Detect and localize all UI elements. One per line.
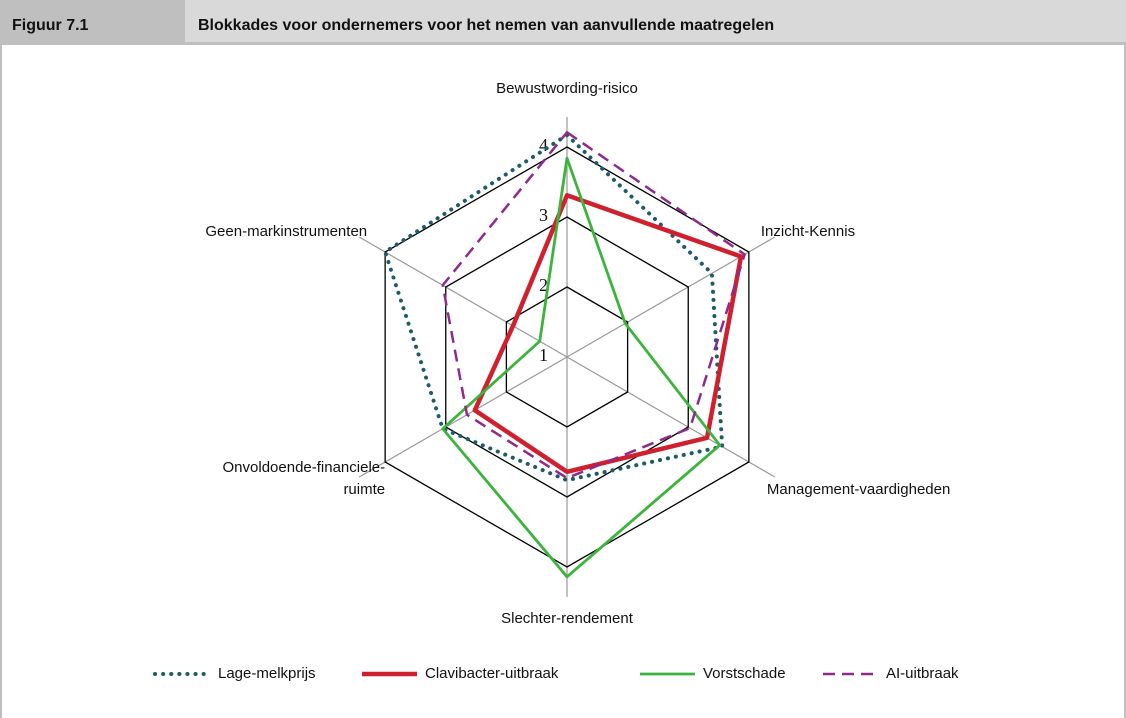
spoke [358,236,568,358]
legend-label: Lage-melkprijs [218,665,316,682]
legend-label: Clavibacter-uitbraak [425,665,559,682]
category-label: Onvoldoende-financiele-ruimte [223,459,386,498]
series-line [441,156,722,579]
category-label-line: ruimte [343,481,385,498]
spoke [566,356,776,478]
r-tick-label: 3 [539,205,548,225]
spoke [358,356,568,478]
header-title-cell [185,0,1126,42]
header-label-cell [0,0,185,42]
category-label: Inzicht-Kennis [761,223,855,240]
r-tick-label: 4 [539,135,548,155]
category-label: Bewustwording-risico [496,80,638,97]
grid-ring [505,286,629,428]
series-line [441,131,746,480]
legend-label: AI-uitbraak [886,665,959,682]
category-label: Management-vaardigheden [767,481,950,498]
series-line [383,133,725,483]
legend-label: Vorstschade [703,665,786,682]
category-label: Slechter-rendement [501,610,634,627]
r-tick-label: 1 [539,345,548,365]
series-line [472,193,744,475]
category-label: Geen-markinstrumenten [205,223,367,240]
header-rule [0,42,1126,45]
r-tick-label: 2 [539,275,548,295]
figure-title: Blokkades voor ondernemers voor het neme… [198,17,774,34]
grid-ring [384,146,750,568]
grid-ring [445,216,689,498]
figure-number: Figuur 7.1 [12,17,89,34]
category-label-line: Onvoldoende-financiele- [223,459,386,476]
